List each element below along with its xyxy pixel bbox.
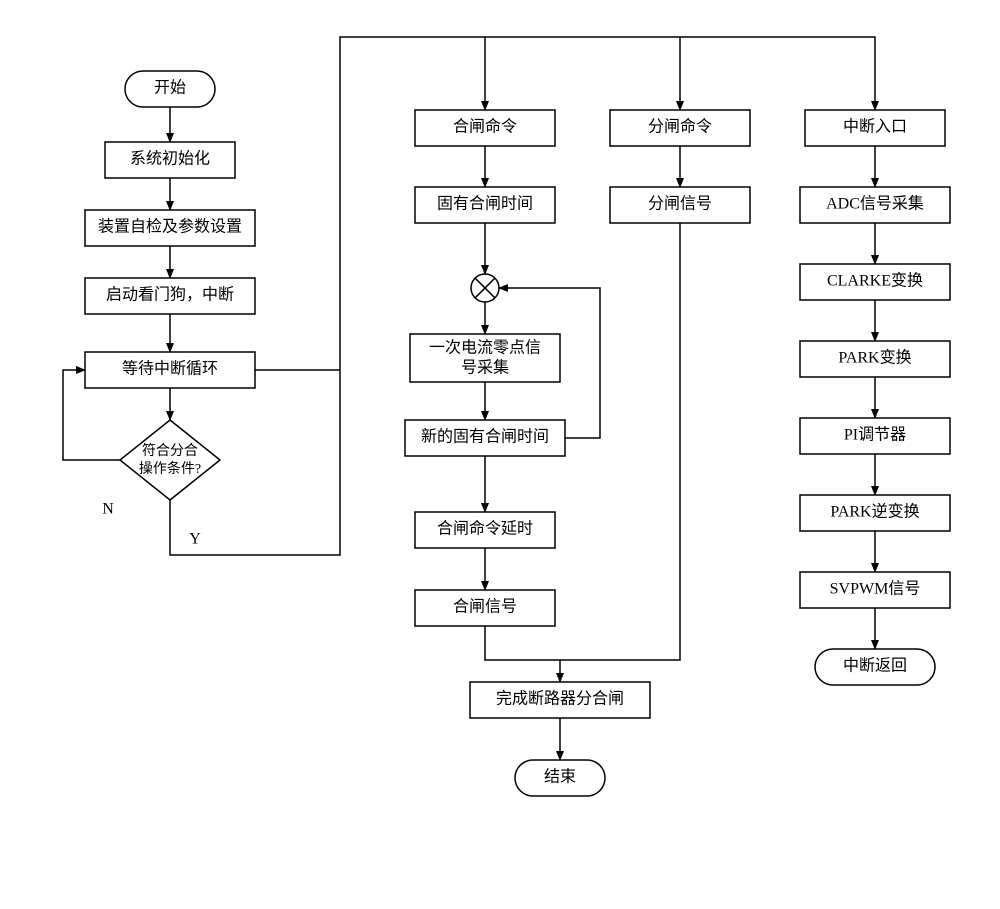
inherent_t-label: 固有合闸时间 [437,195,533,213]
adc-label: ADC信号采集 [826,195,924,213]
dec_y: Y [189,531,201,548]
decision [120,420,220,500]
end-label: 结束 [544,768,576,786]
dec_n: N [102,501,114,518]
watchdog-label: 启动看门狗，中断 [106,286,234,304]
wait_loop-label: 等待中断循环 [122,360,218,378]
decision-label: 符合分合 [142,443,198,459]
svpwm-label: SVPWM信号 [830,580,921,598]
park-label: PARK变换 [838,349,911,367]
zero_collect-label: 一次电流零点信 [429,339,541,357]
sys_init-label: 系统初始化 [130,150,210,168]
start-label: 开始 [154,79,186,97]
close_cmd-label: 合闸命令 [453,118,517,136]
decision-label2: 操作条件? [139,460,201,477]
ipark-label: PARK逆变换 [830,503,919,521]
close_sig-label: 合闸信号 [453,598,517,616]
zero_collect-label2: 号采集 [461,359,509,377]
self_check-label: 装置自检及参数设置 [98,218,242,236]
clarke-label: CLARKE变换 [827,272,923,290]
new_inherent-label: 新的固有合闸时间 [421,428,549,446]
int_return-label: 中断返回 [843,657,907,675]
pi-label: PI调节器 [844,426,906,444]
complete-label: 完成断路器分合闸 [496,690,624,708]
open_sig-label: 分闸信号 [648,195,712,213]
edge [485,626,560,682]
close_delay-label: 合闸命令延时 [437,520,533,538]
int_entry-label: 中断入口 [843,118,907,136]
nodes: 开始系统初始化装置自检及参数设置启动看门狗，中断等待中断循环符合分合操作条件? N… [85,71,950,796]
flowchart-diagram: 开始系统初始化装置自检及参数设置启动看门狗，中断等待中断循环符合分合操作条件? N… [0,0,1000,909]
open_cmd-label: 分闸命令 [648,118,712,136]
